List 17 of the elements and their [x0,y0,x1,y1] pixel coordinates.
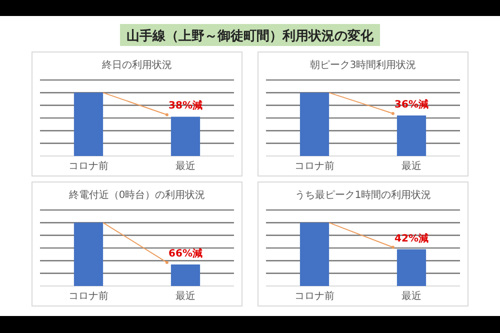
x-tick-label: コロナ前 [294,160,334,172]
chart-title: うち最ピーク1時間の利用状況 [294,189,432,201]
chart-title: 朝ピーク3時間利用状況 [310,59,416,71]
x-tick-label: 最近 [176,160,196,172]
x-tick-label: 最近 [402,290,422,302]
annotation: 36%減 [394,98,428,110]
x-tick-label: 最近 [176,290,196,302]
chart-title: 終電付近（0時台）の利用状況 [68,189,206,201]
annotation: 66%減 [168,247,202,260]
chart-title: 終日の利用状況 [101,59,172,71]
x-tick-label: コロナ前 [68,290,108,302]
x-tick-label: 最近 [402,160,422,172]
annotation: 42%減 [394,232,428,244]
annotation: 38%減 [168,100,202,112]
x-tick-label: コロナ前 [68,160,108,172]
text: 山手線（上野～御徒町間）利用状況の変化 [126,28,374,44]
x-tick-label: コロナ前 [294,290,334,302]
